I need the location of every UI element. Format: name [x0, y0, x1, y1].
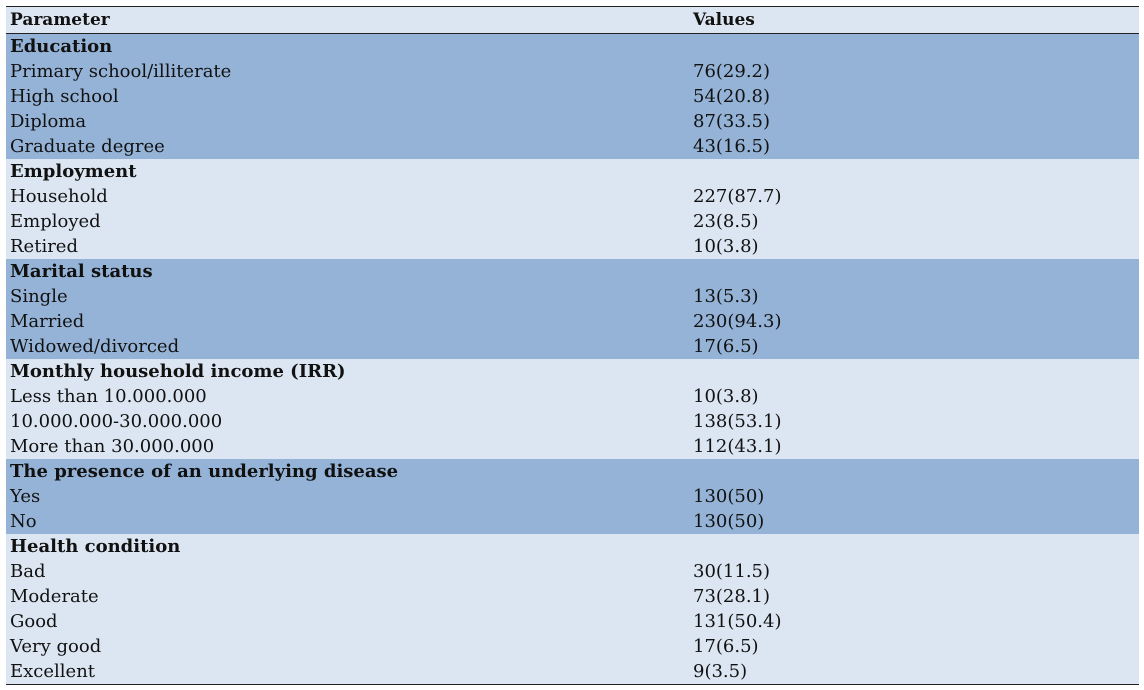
- header-values: Values: [693, 10, 755, 30]
- row-value: 23(8.5): [693, 211, 759, 232]
- row-value: 10(3.8): [693, 386, 759, 407]
- row-label: Good: [10, 611, 58, 632]
- row-value: 131(50.4): [693, 611, 782, 632]
- table-row: Less than 10.000.000 10(3.8): [6, 384, 1139, 409]
- table-row: 10.000.000-30.000.000 138(53.1): [6, 409, 1139, 434]
- row-label: Yes: [10, 486, 41, 507]
- row-value: 43(16.5): [693, 136, 771, 157]
- row-label: Moderate: [10, 586, 99, 607]
- row-label: Widowed/divorced: [10, 336, 180, 357]
- row-label: Retired: [10, 236, 78, 257]
- group-title-row: The presence of an underlying disease: [6, 459, 1139, 484]
- group-title: The presence of an underlying disease: [10, 461, 399, 482]
- table-row: Excellent 9(3.5): [6, 659, 1139, 684]
- group-title: Monthly household income (IRR): [10, 361, 346, 382]
- group-title-row: Education: [6, 34, 1139, 59]
- table-row: Household 227(87.7): [6, 184, 1139, 209]
- row-value: 130(50): [693, 511, 765, 532]
- group-title: Health condition: [10, 536, 181, 557]
- row-label: Employed: [10, 211, 101, 232]
- row-value: 17(6.5): [693, 336, 759, 357]
- row-label: Diploma: [10, 111, 87, 132]
- table-row: Diploma 87(33.5): [6, 109, 1139, 134]
- table-row: Single 13(5.3): [6, 284, 1139, 309]
- table-row: No 130(50): [6, 509, 1139, 534]
- table-header-row: Parameter Values: [6, 7, 1139, 34]
- table-row: More than 30.000.000 112(43.1): [6, 434, 1139, 459]
- row-label: Household: [10, 186, 108, 207]
- row-label: More than 30.000.000: [10, 436, 215, 457]
- row-label: 10.000.000-30.000.000: [10, 411, 223, 432]
- group-title: Education: [10, 36, 113, 57]
- row-value: 73(28.1): [693, 586, 771, 607]
- group-title-row: Health condition: [6, 534, 1139, 559]
- group-title-row: Employment: [6, 159, 1139, 184]
- table-row: High school 54(20.8): [6, 84, 1139, 109]
- table-body: Education Primary school/illiterate 76(29.…: [6, 34, 1139, 684]
- row-label: Less than 10.000.000: [10, 386, 207, 407]
- table-row: Good 131(50.4): [6, 609, 1139, 634]
- demographics-table: Parameter Values Education Primary school…: [6, 6, 1139, 685]
- row-value: 227(87.7): [693, 186, 782, 207]
- row-value: 138(53.1): [693, 411, 782, 432]
- group-title-row: Monthly household income (IRR): [6, 359, 1139, 384]
- row-value: 9(3.5): [693, 661, 748, 682]
- table-row: Moderate 73(28.1): [6, 584, 1139, 609]
- table-row: Widowed/divorced 17(6.5): [6, 334, 1139, 359]
- row-value: 230(94.3): [693, 311, 782, 332]
- row-label: Bad: [10, 561, 46, 582]
- row-value: 76(29.2): [693, 61, 771, 82]
- group-title: Employment: [10, 161, 137, 182]
- table-row: Primary school/illiterate 76(29.2): [6, 59, 1139, 84]
- header-parameter: Parameter: [10, 10, 110, 30]
- row-label: High school: [10, 86, 119, 107]
- row-label: No: [10, 511, 37, 532]
- row-label: Excellent: [10, 661, 96, 682]
- row-value: 87(33.5): [693, 111, 771, 132]
- row-value: 10(3.8): [693, 236, 759, 257]
- row-value: 30(11.5): [693, 561, 771, 582]
- row-value: 17(6.5): [693, 636, 759, 657]
- table-row: Bad 30(11.5): [6, 559, 1139, 584]
- row-label: Primary school/illiterate: [10, 61, 232, 82]
- table-row: Employed 23(8.5): [6, 209, 1139, 234]
- row-label: Graduate degree: [10, 136, 165, 157]
- row-label: Single: [10, 286, 68, 307]
- table-row: Retired 10(3.8): [6, 234, 1139, 259]
- row-value: 13(5.3): [693, 286, 759, 307]
- table-row: Yes 130(50): [6, 484, 1139, 509]
- row-value: 130(50): [693, 486, 765, 507]
- row-value: 112(43.1): [693, 436, 782, 457]
- row-label: Married: [10, 311, 85, 332]
- group-title: Marital status: [10, 261, 153, 282]
- row-label: Very good: [10, 636, 102, 657]
- row-value: 54(20.8): [693, 86, 771, 107]
- table-row: Very good 17(6.5): [6, 634, 1139, 659]
- table-row: Married 230(94.3): [6, 309, 1139, 334]
- group-title-row: Marital status: [6, 259, 1139, 284]
- table-row: Graduate degree 43(16.5): [6, 134, 1139, 159]
